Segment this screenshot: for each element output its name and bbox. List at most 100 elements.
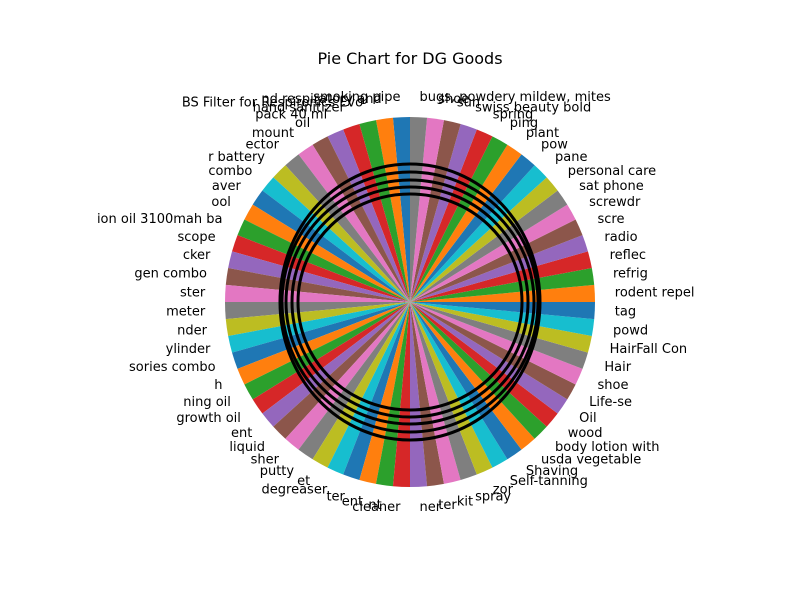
- slice-label: Life-se: [589, 395, 632, 410]
- slice-label: growth oil: [176, 411, 241, 426]
- pie-slice: [410, 120, 461, 303]
- slice-label: Oil: [579, 411, 596, 426]
- pie-slice: [410, 136, 508, 302]
- slice-label: scope: [177, 230, 215, 245]
- pie-slice: [327, 129, 410, 302]
- pie-slice: [410, 302, 535, 450]
- slice-label: body lotion with: [555, 440, 659, 455]
- pie-slice: [410, 190, 568, 302]
- slice-label: sories combo: [129, 360, 216, 375]
- pie-slice: [410, 117, 444, 302]
- slice-label: ent: [231, 426, 252, 441]
- slice-label: ent: [342, 495, 363, 510]
- slice-label: personal care: [568, 164, 656, 179]
- pie-slice: [228, 251, 410, 302]
- pie-slice: [410, 235, 588, 302]
- slice-label: smoking pipe: [313, 90, 400, 105]
- slice-label: combo: [208, 164, 252, 179]
- pie-slice: [225, 268, 410, 302]
- slice-label: ter: [326, 489, 345, 504]
- slice-label: screwdr: [589, 195, 641, 210]
- pie-slice: [376, 302, 410, 487]
- pie-slice: [225, 302, 410, 336]
- slice-label: sun: [457, 95, 480, 110]
- label-leader-ring: [296, 192, 524, 412]
- label-leader-ring: [280, 170, 540, 434]
- slice-label: pane: [555, 150, 587, 165]
- pie-slice: [410, 219, 583, 302]
- slice-label: aver: [212, 179, 242, 194]
- slice-label: nder: [177, 323, 207, 338]
- pie-slice: [298, 144, 410, 302]
- pie-slice: [410, 302, 576, 400]
- slice-label: reflec: [610, 248, 646, 263]
- pie-slice: [410, 144, 522, 302]
- pie-slice: [273, 302, 410, 439]
- slice-label: usda vegetable: [541, 453, 641, 468]
- slice-label: et: [297, 474, 310, 489]
- pie-slice: [232, 302, 410, 369]
- pie-slice: [232, 235, 410, 302]
- pie-slice: [312, 136, 410, 302]
- label-leader-ring: [284, 178, 536, 426]
- slice-label: h: [214, 378, 222, 393]
- slice-label: liquid: [229, 440, 265, 455]
- slice-label: bugs, powdery mildew, mites: [420, 90, 611, 105]
- slice-label: ping: [510, 116, 538, 131]
- pie-slice: [244, 204, 410, 302]
- pie-slice: [359, 120, 410, 303]
- pie-slice: [410, 302, 588, 369]
- pie-slice: [410, 302, 444, 487]
- slice-label: shoe: [598, 378, 629, 393]
- pie-slice: [252, 302, 410, 414]
- slice-label: Shaving: [526, 464, 578, 479]
- pie-slice: [410, 302, 595, 336]
- slice-label: nd respiratory and: [261, 92, 381, 107]
- pie-slice: [343, 302, 410, 480]
- slice-label: ning oil: [183, 395, 231, 410]
- pie-slice: [262, 177, 410, 302]
- pie-slice: [410, 177, 558, 302]
- pie-slice: [410, 251, 592, 302]
- slice-label: pow: [541, 137, 568, 152]
- slice-label: pack 40 ml: [255, 108, 327, 123]
- slice-label: ector: [245, 137, 279, 152]
- pie-slice: [410, 204, 576, 302]
- pie-slice: [410, 302, 547, 439]
- slice-label: refrig: [613, 267, 648, 282]
- slice-label: radio: [604, 230, 637, 245]
- pie-slice: [298, 302, 410, 460]
- chart-title: Pie Chart for DG Goods: [317, 49, 502, 68]
- slice-label: plant: [526, 126, 559, 141]
- pie-slice: [410, 124, 477, 302]
- slice-label: hand sanitizer: [253, 101, 346, 116]
- pie-slice: [410, 302, 508, 468]
- slice-label: sat phone: [579, 179, 644, 194]
- pie-slice: [410, 284, 595, 302]
- slice-label: sher: [251, 453, 280, 468]
- pie-slice: [410, 302, 477, 480]
- pie-slice: [228, 302, 410, 353]
- slice-label: putty: [260, 464, 295, 479]
- slice-label: ion oil 3100mah ba: [97, 212, 223, 227]
- pie-slice: [273, 165, 410, 302]
- pie-slice: [410, 302, 493, 475]
- slice-label: zor: [493, 483, 514, 498]
- pie-slice: [252, 190, 410, 302]
- pie-slice: [410, 302, 583, 385]
- pie-slice: [244, 302, 410, 400]
- slice-label: spring: [493, 108, 533, 123]
- slice-label: swiss beauty bold: [475, 101, 591, 116]
- pie-slice: [410, 302, 461, 484]
- slice-label: BS Filter for Respironics Evo: [182, 95, 363, 110]
- pie-slice: [410, 302, 522, 460]
- pie-slice: [225, 284, 410, 302]
- pie-slice: [237, 219, 410, 302]
- slice-label: ool: [211, 195, 231, 210]
- pie-slice: [410, 302, 568, 414]
- pie-slice: [410, 129, 493, 302]
- slice-label: wood: [568, 426, 603, 441]
- slice-label: HairFall Con: [610, 342, 688, 357]
- slice-label: tag: [615, 305, 636, 320]
